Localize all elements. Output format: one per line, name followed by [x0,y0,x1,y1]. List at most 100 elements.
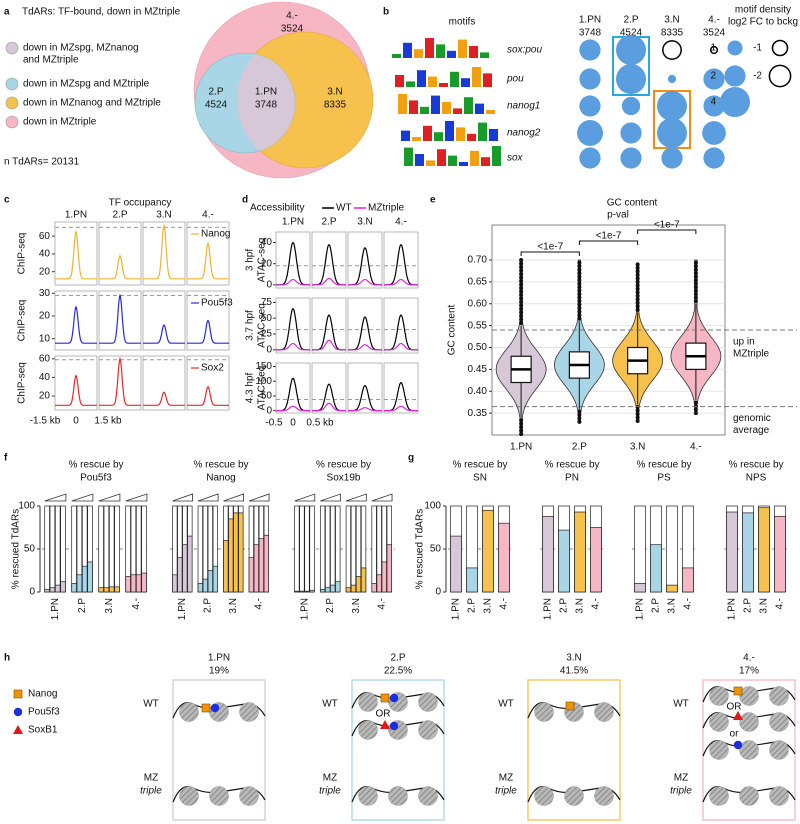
bar [386,544,392,593]
bar [263,534,269,593]
outlier [693,271,698,276]
dose-triangle [371,493,393,502]
panel-letter: h [4,653,10,664]
motif-name: sox [507,153,524,164]
x-tick-label: 1.5 kb [94,416,122,427]
scenario-box [702,679,796,821]
occupancy-profile [143,391,185,406]
outlier [577,295,582,300]
legend-label: -2 [753,71,762,82]
outlier [635,283,640,288]
y-tick-label: 50 [261,391,273,402]
bar [207,570,213,593]
bar [376,574,382,593]
panel-frame [186,290,230,351]
outlier [635,297,640,302]
outlier [635,293,640,298]
x-tick-label: 2.P [743,598,754,613]
bar [223,540,229,593]
mz-profile [276,342,310,351]
nanog-marker [201,703,211,713]
motif-logo [492,146,501,166]
pval-label: p-val [607,210,629,221]
motif-dot [720,87,750,117]
panel-frame [142,221,186,286]
bar [212,565,218,593]
outlier [693,288,698,293]
panel-letter: f [4,453,8,464]
venn-label: 1.PN [255,87,277,98]
column-header: 2.P [321,217,336,228]
bar [319,589,326,593]
y-tick-label: 60 [39,231,51,242]
motif-dot [657,118,687,148]
outlier [577,412,582,417]
motif-logo [483,73,492,87]
panel-frame [383,231,419,289]
motif-dot [667,74,677,84]
scenario-name: 4.- [743,653,755,664]
comparison-bracket [578,240,639,245]
outlier [519,300,524,304]
motif-logo [401,130,410,141]
wt-profile [312,383,346,412]
outlier [519,310,524,315]
outlier [519,282,524,287]
motif-logo [459,162,468,166]
outlier [635,307,640,312]
bar-frame [350,505,357,593]
outlier [635,262,640,267]
mz-profile [276,405,310,412]
dose-triangle [223,493,244,502]
wt-profile [312,314,346,351]
dose-triangle [320,493,341,502]
outlier [519,421,524,426]
bar [228,518,234,593]
y-tick-label: 40 [39,372,51,383]
nucleosome [358,720,378,740]
x-tick-label: 1.PN [543,598,554,620]
panel-frame [311,231,347,289]
nucleosome [709,786,729,806]
motif-dot [579,95,601,117]
annotation: up in [733,337,755,348]
bar [330,584,336,593]
motif-logo [489,129,498,141]
annotation: MZtriple [733,349,770,360]
outlier [519,293,524,297]
panel-frame [275,231,311,289]
scenario-percent: 19% [209,666,229,677]
panel-frame [311,297,347,354]
bar [141,572,147,593]
dose-triangle [172,493,193,502]
bar [182,544,188,593]
scenario-box [172,679,266,821]
motif-logo [431,95,440,114]
panel-frame [347,297,383,354]
y-tick-label: 0.45 [468,364,488,375]
nanog-marker [13,689,23,699]
outlier [577,281,582,286]
row-label: ATAC-seq [257,238,268,283]
y-tick-label: 0.65 [468,277,488,288]
motif-logo [409,100,418,114]
outlier [577,316,582,321]
legend-label: WT [336,203,352,214]
pou5f3-marker [733,740,743,750]
motif-name: nanog2 [507,128,541,139]
legend-label: 4 [710,97,716,108]
legend-label: down in MZnanog and MZtriple [23,98,161,109]
pval-text: <1e-7 [537,242,563,253]
outlier [519,275,524,280]
scenario-percent: 22.5% [384,666,412,677]
x-tick-label: 2.P [467,598,478,613]
occupancy-profile [187,319,229,344]
x-tick-label: 1.PN [299,598,310,620]
motif-logo [450,71,459,87]
x-tick-label: -0.5 [265,418,283,429]
motif-logo [417,70,426,87]
motif-logo [426,160,435,166]
y-tick-label: 0.70 [468,255,488,266]
legend-label: 2 [710,71,716,82]
